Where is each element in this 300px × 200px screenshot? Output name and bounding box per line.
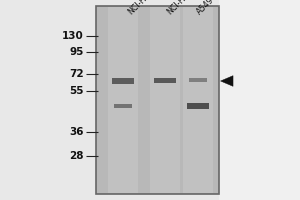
Text: 36: 36 — [70, 127, 84, 137]
FancyBboxPatch shape — [150, 7, 180, 193]
Text: 28: 28 — [70, 151, 84, 161]
FancyBboxPatch shape — [189, 78, 207, 82]
FancyBboxPatch shape — [183, 7, 213, 193]
Text: NCI-H460: NCI-H460 — [165, 0, 198, 16]
FancyBboxPatch shape — [187, 103, 209, 109]
FancyBboxPatch shape — [114, 104, 132, 108]
FancyBboxPatch shape — [112, 78, 134, 84]
FancyBboxPatch shape — [154, 78, 176, 83]
Text: A549: A549 — [195, 0, 216, 16]
Text: 55: 55 — [70, 86, 84, 96]
Text: 72: 72 — [69, 69, 84, 79]
FancyBboxPatch shape — [96, 6, 219, 194]
Polygon shape — [220, 76, 233, 86]
FancyBboxPatch shape — [219, 0, 300, 200]
Text: NCI-H292: NCI-H292 — [126, 0, 159, 16]
Text: 130: 130 — [62, 31, 84, 41]
Text: 95: 95 — [70, 47, 84, 57]
FancyBboxPatch shape — [108, 7, 138, 193]
